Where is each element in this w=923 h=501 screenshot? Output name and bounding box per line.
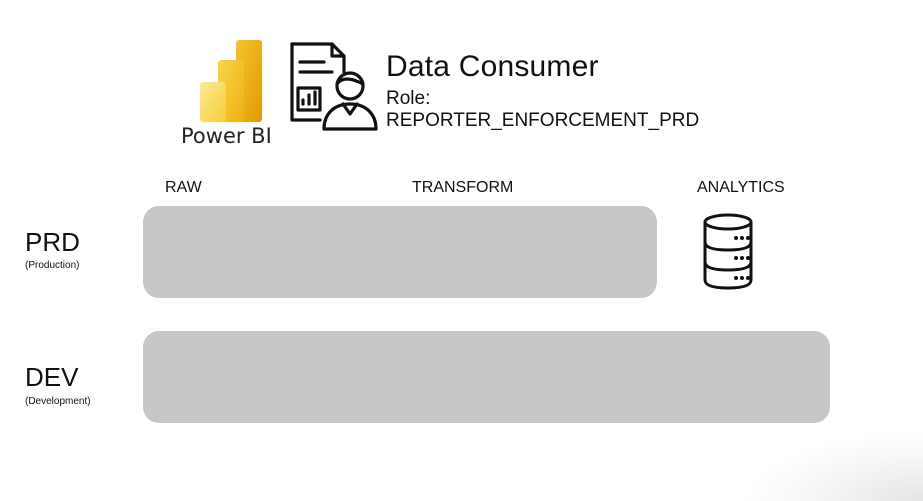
power-bi-label: Power BI: [181, 124, 272, 148]
power-bi-logo-icon: [196, 40, 266, 124]
prd-band: [143, 206, 657, 298]
role-value: REPORTER_ENFORCEMENT_PRD: [386, 110, 700, 131]
corner-shadow: [740, 430, 923, 501]
column-header-raw: RAW: [165, 179, 202, 196]
env-subtitle-dev: (Development): [25, 396, 91, 407]
column-header-analytics: ANALYTICS: [697, 179, 785, 196]
consumer-title: Data Consumer: [386, 50, 599, 83]
env-name-dev: DEV: [25, 362, 79, 392]
role-label: Role:: [386, 88, 431, 109]
env-subtitle-prd: (Production): [25, 260, 80, 271]
database-icon: [700, 212, 756, 292]
dev-band: [143, 331, 830, 423]
column-header-transform: TRANSFORM: [412, 179, 514, 196]
env-name-prd: PRD: [25, 227, 80, 257]
report-user-icon: [286, 40, 378, 132]
